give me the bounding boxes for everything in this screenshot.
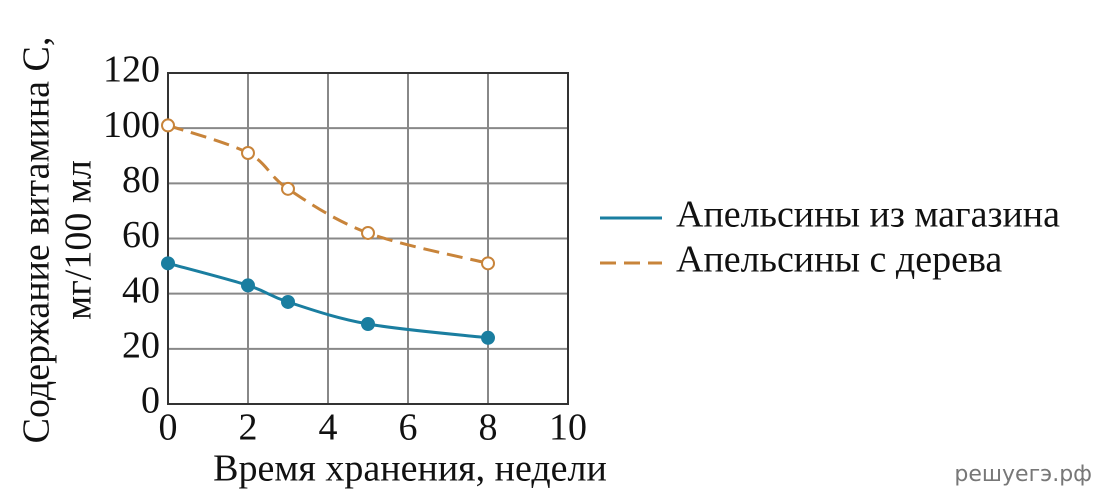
x-tick-label: 6	[399, 407, 418, 449]
legend-label: Апельсины из магазина	[676, 194, 1060, 236]
data-point	[241, 145, 255, 160]
x-tick-label: 10	[549, 407, 587, 449]
y-tick-label: 120	[103, 49, 160, 91]
data-point	[161, 256, 175, 271]
data-point	[281, 181, 295, 196]
data-point	[361, 225, 375, 240]
x-axis-label: Время хранения, недели	[213, 448, 607, 490]
x-tick-label: 8	[479, 407, 498, 449]
series-line	[167, 123, 489, 265]
x-tick-label: 4	[319, 407, 338, 449]
y-tick-label: 0	[141, 380, 160, 422]
y-tick-label: 20	[122, 325, 160, 367]
y-tick-label: 100	[103, 104, 160, 146]
y-axis-label: мг/100 мл	[58, 160, 100, 320]
y-tick-label: 60	[122, 214, 160, 256]
data-point	[481, 256, 495, 271]
data-point	[241, 278, 255, 293]
data-point	[161, 118, 175, 133]
x-tick-label: 2	[239, 407, 258, 449]
y-axis-label: Содержание витамина С,	[16, 37, 58, 444]
data-point	[361, 317, 375, 332]
legend-label: Апельсины с дерева	[676, 239, 1002, 281]
watermark: решуегэ.рф	[954, 462, 1092, 487]
data-point	[281, 294, 295, 309]
x-tick-label: 0	[159, 407, 178, 449]
data-point	[481, 330, 495, 345]
y-tick-label: 40	[122, 269, 160, 311]
plot-frame	[167, 72, 569, 405]
y-tick-label: 80	[122, 159, 160, 201]
